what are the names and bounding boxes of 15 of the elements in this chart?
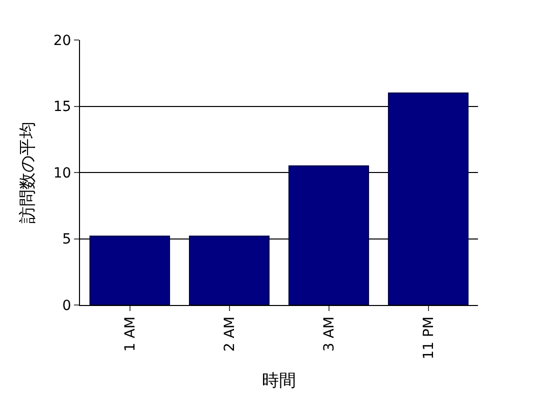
bar bbox=[388, 92, 469, 305]
x-tick-label: 1 AM bbox=[122, 316, 138, 352]
y-tick-label: 10 bbox=[53, 165, 72, 182]
bar bbox=[89, 236, 170, 305]
bar bbox=[288, 165, 370, 305]
y-tick-label: 5 bbox=[62, 232, 72, 248]
x-axis-title: 時間 bbox=[262, 370, 296, 391]
y-tick-label: 20 bbox=[53, 32, 72, 49]
x-tick-label: 2 AM bbox=[222, 316, 238, 352]
x-tick-label: 11 PM bbox=[420, 316, 437, 360]
y-axis-title: 訪問数の平均 bbox=[18, 122, 38, 224]
x-tick-label: 3 AM bbox=[321, 316, 338, 352]
bar bbox=[188, 236, 270, 305]
y-tick-label: 15 bbox=[53, 99, 72, 116]
y-tick-label: 0 bbox=[62, 298, 72, 314]
